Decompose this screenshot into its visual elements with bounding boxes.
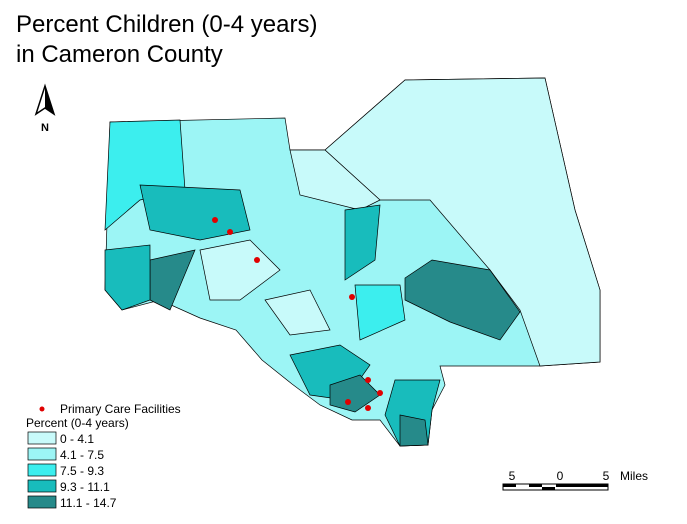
tract: [104, 244, 151, 311]
facility: [345, 399, 351, 405]
legend-swatch: [27, 447, 57, 461]
tract: [199, 239, 281, 301]
tract: [404, 259, 521, 341]
tract: [399, 414, 429, 447]
facility: [227, 229, 233, 235]
scale-unit: Miles: [620, 469, 648, 483]
tract: [354, 284, 406, 341]
legend-point-label: Primary Care Facilities: [60, 402, 181, 416]
legend-label: 7.5 - 9.3: [60, 464, 104, 478]
north-label: N: [41, 122, 49, 134]
facility: [349, 294, 355, 300]
facility: [365, 405, 371, 411]
scale-label: 5: [509, 469, 516, 483]
legend-label: 4.1 - 7.5: [60, 448, 104, 462]
facilities: [212, 217, 383, 411]
tract: [139, 184, 251, 241]
scale-label: 5: [603, 469, 610, 483]
scale-segment: [503, 484, 516, 487]
tract: [344, 204, 381, 281]
facility: [254, 257, 260, 263]
facility: [377, 390, 383, 396]
legend-label: 9.3 - 11.1: [60, 480, 110, 494]
scale-segment: [542, 487, 555, 490]
legend-title: Percent (0-4 years): [26, 416, 129, 430]
scale-segment: [556, 484, 608, 487]
tract: [329, 374, 381, 413]
title-line: in Cameron County: [16, 41, 223, 68]
scale-bar: [502, 483, 609, 491]
legend-point: [39, 406, 45, 412]
tract: [289, 149, 381, 211]
facility: [365, 377, 371, 383]
facility: [212, 217, 218, 223]
north-arrow: [34, 83, 56, 116]
legend-swatch: [27, 431, 57, 445]
scale-label: 0: [557, 469, 564, 483]
title-line: Percent Children (0-4 years): [16, 11, 317, 38]
scale-segment: [529, 484, 542, 487]
tract: [264, 289, 331, 336]
legend-label: 11.1 - 14.7: [60, 496, 117, 510]
legend-swatch: [27, 495, 57, 509]
legend-label: 0 - 4.1: [60, 432, 94, 446]
tract: [324, 77, 601, 367]
county: [104, 77, 601, 447]
legend: Primary Care Facilities Percent (0-4 yea…: [26, 402, 181, 510]
legend-swatch: [27, 463, 57, 477]
legend-swatch: [27, 479, 57, 493]
